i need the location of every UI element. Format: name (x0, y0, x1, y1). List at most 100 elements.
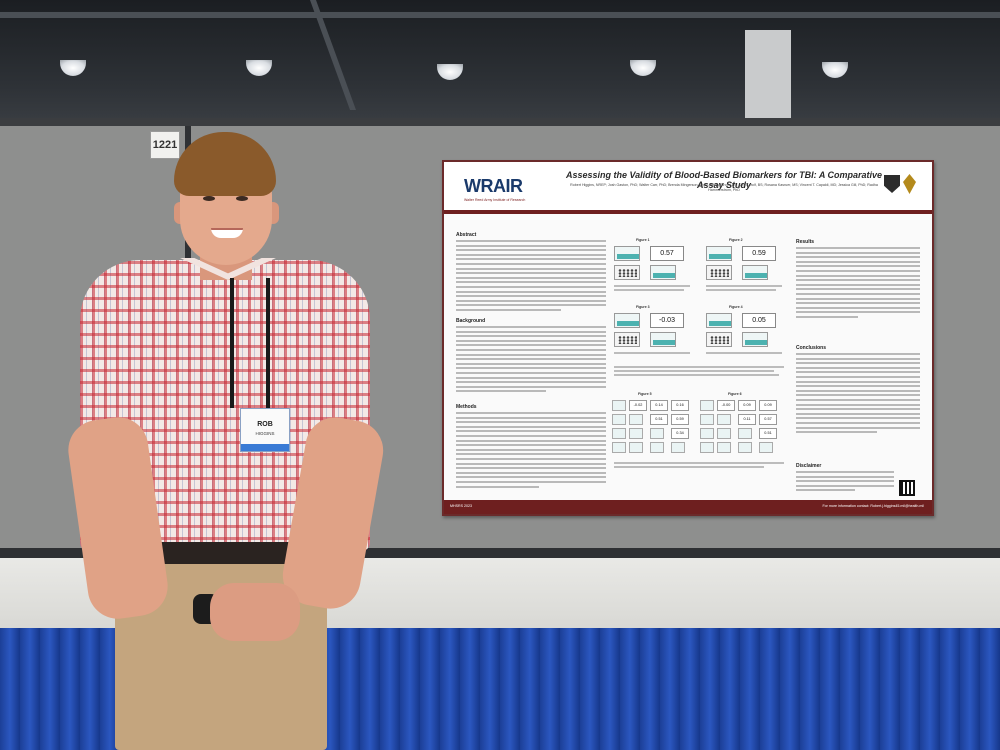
fig6-cell: 0.09 (759, 400, 777, 411)
fig6-plot (738, 428, 752, 439)
fig4-histogram (706, 313, 732, 328)
figure-3-title: Figure 3 (636, 305, 650, 309)
fig6-plot (717, 428, 731, 439)
qr-code (899, 480, 915, 496)
fig5-plot (650, 442, 664, 453)
fig4-histogram-2 (742, 332, 768, 347)
fig5-cell: 0.14 (650, 400, 668, 411)
fig5-cell: 0.34 (671, 428, 689, 439)
fig1-caption (614, 285, 690, 287)
belt (122, 542, 318, 564)
poster-header: WRAIR Walter Reed Army Institute of Rese… (444, 162, 932, 214)
fig6-cell: 0.57 (759, 414, 777, 425)
fig1-scatter (614, 265, 640, 280)
background-text (456, 326, 606, 395)
figure-6-title: Figure 6 (728, 392, 742, 396)
fig6-plot (717, 414, 731, 425)
ceiling-light (60, 60, 86, 76)
results-heading: Results (796, 239, 815, 245)
disclaimer-heading: Disclaimer (796, 463, 822, 469)
fig2-caption (706, 285, 782, 287)
fig5-plot (612, 414, 626, 425)
fig5-plot (612, 442, 626, 453)
background-heading: Background (456, 318, 486, 324)
fig4-scatter (706, 332, 732, 347)
insignia-icon (903, 174, 916, 194)
fig6-plot (717, 442, 731, 453)
fig3-histogram (614, 313, 640, 328)
fig2-correlation: 0.59 (742, 246, 776, 261)
badge-stripe (241, 444, 289, 451)
fig5-plot (612, 428, 626, 439)
clasped-hands (210, 583, 300, 641)
poster-footer: MHSRS 2023 For more information contact:… (444, 500, 932, 514)
fig5-plot (629, 414, 643, 425)
ceiling-light (630, 60, 656, 76)
fig1-caption (614, 289, 684, 291)
lanyard (266, 278, 270, 408)
fig5-plot (629, 442, 643, 453)
fig6-cell: 0.11 (738, 414, 756, 425)
figure-5-title: Figure 5 (638, 392, 652, 396)
convention-ceiling (0, 0, 1000, 125)
smile (211, 228, 243, 238)
fig6-cell: 0.09 (738, 400, 756, 411)
fig2-histogram-2 (742, 265, 768, 280)
fig5-plot (650, 428, 664, 439)
fig5-plot (671, 442, 685, 453)
fig3-correlation: -0.03 (650, 313, 684, 328)
presenter: ROB HIGGINS (64, 128, 388, 750)
logo-tagline: Walter Reed Army Institute of Research (464, 198, 526, 202)
fig5-cell: -0.02 (629, 400, 647, 411)
fig6-plot (759, 442, 773, 453)
fig1-histogram-2 (650, 265, 676, 280)
fig6-plot (700, 414, 714, 425)
fig3-scatter (614, 332, 640, 347)
ceiling-beam (0, 12, 1000, 18)
fig3-histogram-2 (650, 332, 676, 347)
fig5-cell: 0.51 (650, 414, 668, 425)
poster-authors: Robert Higgins, NREP; Josh Gaston, PhD; … (570, 183, 878, 192)
army-seal-icon (884, 175, 900, 193)
fig2-scatter (706, 265, 732, 280)
disclaimer-text (796, 471, 894, 494)
results-text (796, 247, 920, 321)
methods-text (456, 412, 606, 490)
badge-name: ROB (257, 421, 273, 428)
fig2-caption (706, 289, 776, 291)
name-badge: ROB HIGGINS (240, 408, 290, 452)
abstract-text (456, 240, 606, 314)
fig1-correlation: 0.57 (650, 246, 684, 261)
figure-note (614, 370, 774, 372)
ceiling-light (822, 62, 848, 78)
ceiling-pillar (745, 30, 791, 125)
poster-title: Assessing the Validity of Blood-Based Bi… (565, 170, 883, 190)
abstract-heading: Abstract (456, 232, 477, 238)
fig6-plot (738, 442, 752, 453)
lanyard (230, 278, 234, 408)
fig3-caption (614, 352, 690, 354)
figure-note (614, 462, 784, 464)
fig4-caption (706, 352, 782, 354)
fig2-histogram (706, 246, 732, 261)
research-poster: WRAIR Walter Reed Army Institute of Rese… (442, 160, 934, 516)
fig6-plot (700, 400, 714, 411)
fig6-cell: 0.51 (759, 428, 777, 439)
figure-note (614, 366, 784, 368)
fig4-correlation: 0.05 (742, 313, 776, 328)
fig5-cell: 0.59 (671, 414, 689, 425)
figure-2-title: Figure 2 (729, 238, 743, 242)
conclusions-text (796, 353, 920, 436)
eye (236, 196, 248, 201)
fig6-plot (700, 428, 714, 439)
fig6-cell: -0.00 (717, 400, 735, 411)
figure-note (614, 374, 779, 376)
fig5-plot (629, 428, 643, 439)
conference-label: MHSRS 2023 (450, 504, 472, 508)
fig1-histogram (614, 246, 640, 261)
ceiling-light (246, 60, 272, 76)
hair (174, 132, 276, 196)
wrair-logo: WRAIR (464, 176, 523, 196)
fig6-plot (700, 442, 714, 453)
